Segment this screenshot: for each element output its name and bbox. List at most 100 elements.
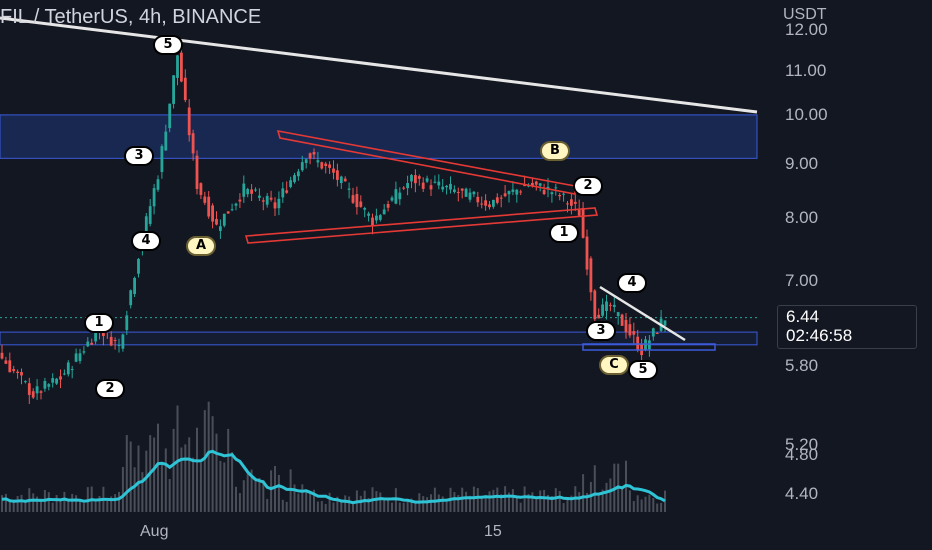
candle-body	[211, 205, 214, 222]
triangle-upper-band	[276, 129, 576, 195]
trendline	[0, 16, 758, 114]
volume-bar	[476, 488, 479, 512]
candle-body	[570, 199, 573, 206]
candle-body	[406, 183, 409, 189]
x-tick-aug: Aug	[140, 523, 169, 540]
volume-bar	[515, 496, 518, 512]
symbol-title[interactable]: FIL / TetherUS, 4h, BINANCE	[0, 6, 262, 28]
candle-body	[378, 215, 382, 220]
volume-bar	[141, 472, 144, 512]
candle-body	[261, 200, 265, 202]
volume-bar	[203, 410, 206, 512]
volume-bar	[316, 501, 319, 512]
volume-bar	[644, 496, 647, 512]
volume-bar	[75, 495, 78, 512]
candle-body	[277, 198, 281, 209]
candle-body	[35, 386, 39, 394]
candle-body	[312, 152, 316, 155]
candle-body	[441, 186, 445, 190]
candle-body	[293, 175, 296, 183]
candle-body	[0, 352, 4, 359]
wave-label-3b: 3	[586, 321, 616, 341]
volume-bar	[632, 501, 635, 512]
candle-body	[616, 312, 620, 316]
candle-body	[425, 178, 429, 182]
volume-bar	[648, 494, 651, 512]
candle-body	[554, 187, 558, 189]
candle-body	[527, 185, 530, 187]
candle-body	[148, 206, 152, 224]
candle-body	[601, 304, 604, 316]
volume-bar	[281, 499, 284, 512]
candle-body	[328, 164, 331, 168]
wave-label-1b: 1	[549, 223, 579, 243]
volume-bar	[558, 491, 561, 512]
volume-bar	[414, 503, 417, 512]
candle-body	[460, 188, 464, 191]
volume-bar	[215, 433, 218, 512]
volume-bar	[324, 503, 327, 512]
volume-bar	[94, 501, 97, 512]
candle-body	[605, 301, 608, 312]
volume-bar	[605, 482, 608, 512]
candle-body	[620, 314, 624, 326]
wave-label-b: B	[540, 141, 570, 161]
wave-label-c: C	[599, 355, 629, 375]
candle-body	[519, 191, 523, 193]
candle-body	[90, 342, 94, 345]
candle-body	[117, 345, 121, 347]
candle-body	[66, 362, 70, 375]
volume-bar	[238, 493, 241, 512]
volume-bar	[153, 437, 156, 512]
volume-bar	[277, 474, 280, 512]
volume-bar	[359, 495, 362, 512]
candle-body	[258, 195, 261, 198]
candle-body	[515, 189, 519, 195]
volume-bar	[621, 487, 624, 512]
volume-bar	[309, 490, 312, 512]
y-tick-5-20: 5.20	[785, 435, 819, 454]
volume-bar	[207, 401, 210, 512]
volume-bar	[301, 484, 304, 512]
candle-body	[347, 188, 351, 190]
candle-body	[133, 277, 136, 294]
wave-label-2b: 2	[573, 176, 603, 196]
volume-bar	[168, 479, 171, 512]
volume-bar	[496, 487, 499, 512]
candle-body	[421, 182, 425, 189]
volume-bar	[593, 465, 596, 512]
candle-body	[20, 372, 23, 376]
candle-body	[363, 207, 367, 210]
volume-bar	[402, 502, 405, 512]
volume-bar	[582, 474, 585, 512]
candle-body	[300, 162, 304, 171]
volume-ma-line	[1, 449, 666, 505]
volume-bar	[511, 489, 514, 512]
volume-bar	[636, 495, 639, 512]
candle-body	[219, 226, 222, 231]
candle-body	[511, 189, 515, 192]
candle-body	[542, 190, 546, 195]
candle-body	[577, 208, 581, 216]
volume-bar	[348, 496, 351, 512]
candle-body	[523, 184, 526, 187]
volume-bar	[227, 428, 230, 512]
candle-body	[207, 196, 211, 217]
volume-bar	[597, 493, 600, 512]
candle-body	[472, 191, 476, 195]
candle-body	[624, 319, 628, 333]
volume-bar	[543, 489, 546, 512]
candle-body	[265, 195, 269, 205]
volume-bar	[98, 496, 101, 512]
candle-body	[367, 213, 370, 216]
candle-body	[16, 371, 19, 373]
volume-bar	[172, 428, 175, 512]
wave-label-2: 2	[95, 379, 125, 399]
candle-body	[316, 160, 320, 163]
volume-bar	[137, 445, 140, 512]
candle-body	[339, 176, 343, 184]
volume-bar	[375, 491, 378, 512]
y-tick-7: 7.00	[785, 271, 819, 290]
candle-body	[180, 52, 183, 82]
